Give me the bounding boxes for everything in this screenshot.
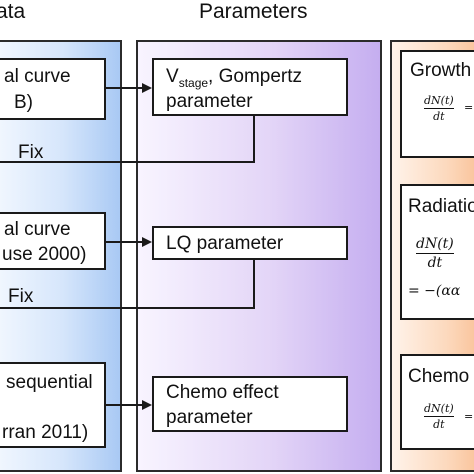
model-chemo-denominator: dt — [433, 418, 445, 431]
model-growth-rhs: = — [464, 101, 474, 114]
model-chemo-fraction-bar — [424, 416, 454, 417]
model-chemo-numerator: dN(t) — [424, 402, 454, 415]
model-radiation-fraction-bar — [416, 253, 454, 254]
fix-label-second: Fix — [8, 286, 34, 307]
model-growth-fraction: dN(t) dt — [424, 94, 454, 123]
data-box-growth-curve-line2: B) — [14, 92, 33, 113]
fix-label-first: Fix — [18, 142, 44, 163]
model-radiation-denominator: dt — [427, 255, 443, 271]
model-radiation-fraction: dN(t) dt — [416, 236, 454, 271]
param-box-vstage-gompertz: Vstage, Gompertz parameter — [152, 58, 348, 116]
vstage-symbol: V — [166, 66, 179, 87]
param-box-chemo-line2: parameter — [166, 407, 253, 428]
data-box-growth-curve-line1: al curve — [4, 66, 71, 87]
data-box-chemo-sequential: sequential rran 2011) — [0, 362, 106, 448]
fix-line-lq — [0, 260, 255, 309]
vstage-subscript: stage — [178, 75, 209, 90]
model-growth-fraction-bar — [424, 108, 454, 109]
model-chemo-rhs: = — [464, 410, 474, 423]
model-chemo-fraction: dN(t) dt — [424, 402, 454, 431]
param-box-vstage-line1: Vstage, Gompertz — [166, 66, 302, 94]
model-chemo-title: Chemo — [408, 366, 470, 387]
model-radiation-numerator: dN(t) — [416, 236, 454, 252]
data-box-chemo-sequential-line1: sequential — [6, 372, 93, 393]
model-radiation-title: Radiatio — [408, 196, 474, 217]
model-growth-denominator: dt — [433, 110, 445, 123]
data-box-growth-curve: al curve B) — [0, 58, 106, 120]
data-column-heading: ata — [0, 0, 26, 23]
param-box-lq: LQ parameter — [152, 226, 348, 260]
model-box-radiation: Radiatio dN(t) dt = −(αα — [400, 184, 474, 320]
data-box-chemo-sequential-line2: rran 2011) — [2, 422, 89, 443]
data-box-radiation-curve-line2: use 2000) — [2, 244, 87, 265]
data-box-radiation-curve-line1: al curve — [4, 219, 71, 240]
param-box-chemo-effect: Chemo effect parameter — [152, 376, 348, 432]
param-box-lq-label: LQ parameter — [166, 233, 284, 254]
model-radiation-rhs: = −(αα — [408, 283, 461, 299]
data-box-radiation-curve: al curve use 2000) — [0, 212, 106, 270]
fix-line-vstage — [0, 116, 255, 163]
param-box-vstage-line2: parameter — [166, 91, 253, 112]
model-box-chemo: Chemo dN(t) dt = — [400, 354, 474, 450]
model-growth-title: Growth — [410, 60, 472, 81]
parameters-column-heading: Parameters — [199, 0, 308, 23]
gompertz-text: , Gompertz — [208, 66, 303, 87]
model-box-growth: Growth dN(t) dt = — [400, 50, 474, 158]
param-box-chemo-line1: Chemo effect — [166, 382, 279, 403]
model-growth-numerator: dN(t) — [424, 94, 454, 107]
